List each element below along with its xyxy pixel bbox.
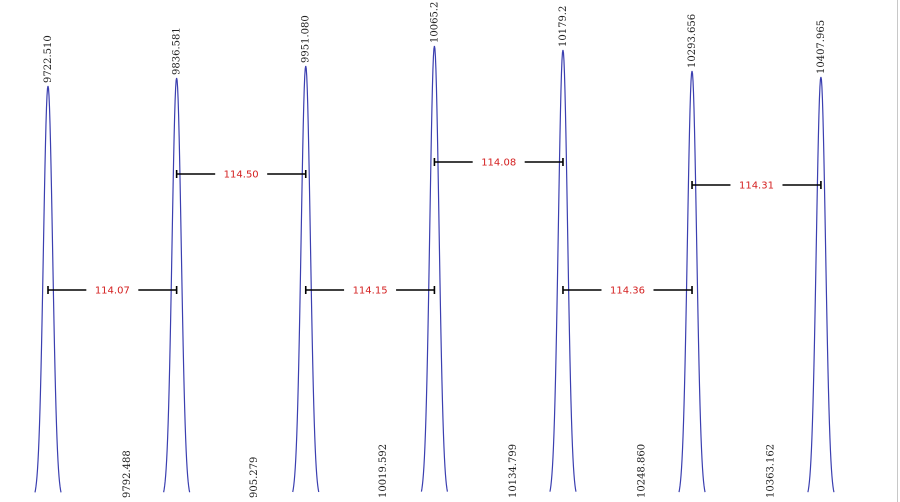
peak-trace [678,70,706,493]
spacing-value: 114.36 [610,286,645,297]
peak-spacing-annotations: 114.07 114.50 114.15 114.08 114.36 114.31 [47,158,822,297]
minor-peak-labels: 9792.488 905.279 10019.592 10134.799 10248.8… [122,444,776,498]
peak-label: 9951.080 [301,15,312,63]
peak-label: 10293.656 [687,14,698,68]
peak-label: 9722.510 [43,35,54,83]
minor-peak-label: 905.279 [249,457,260,498]
spacing-value: 114.15 [353,286,388,297]
peak-label: 10179.2 [558,6,569,47]
minor-peak-label: 9792.488 [122,450,133,498]
minor-peak-label: 10363.162 [765,444,776,498]
peak-trace [807,76,835,493]
minor-peak-label: 10248.860 [637,444,648,498]
spacing-value: 114.31 [739,181,774,192]
peak-trace [292,65,320,493]
peak-label: 10407.965 [816,20,827,74]
peak-label: 10065.2 [429,2,440,43]
spacing-value: 114.50 [224,170,259,181]
peak-traces [34,45,835,493]
minor-peak-label: 10134.799 [508,444,519,498]
peak-trace [549,49,577,492]
peak-label: 9836.581 [172,27,183,75]
minor-peak-label: 10019.592 [378,444,389,498]
peak-trace [163,77,191,493]
spacing-value: 114.07 [95,286,130,297]
peak-trace [34,85,62,493]
peak-labels: 9722.510 9836.581 9951.080 10065.2 10179.2 10… [43,2,827,83]
peak-trace [420,45,449,492]
spacing-value: 114.08 [481,158,516,169]
